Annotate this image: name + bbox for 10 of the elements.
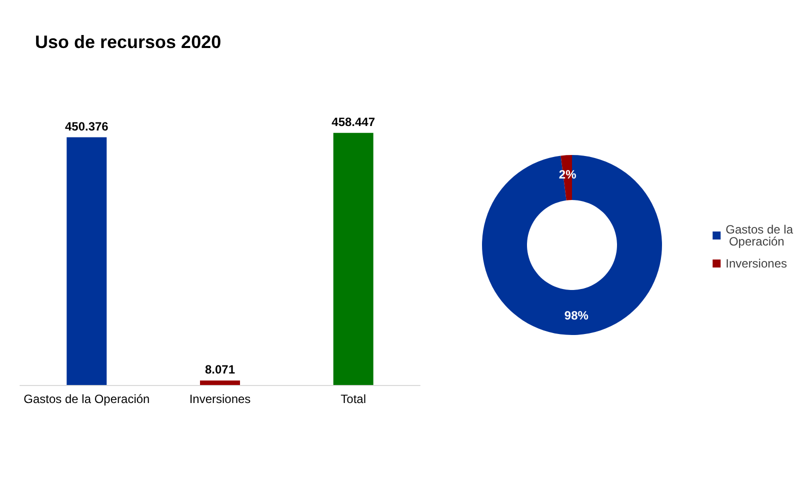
legend-label: Inversiones xyxy=(726,256,788,270)
x-tick-label: Inversiones xyxy=(189,392,251,406)
chart-title: Uso de recursos 2020 xyxy=(35,32,222,52)
x-tick-label: Total xyxy=(340,392,366,406)
data-label: 8.071 xyxy=(204,362,236,377)
data-label: 458.447 xyxy=(332,114,376,129)
legend-label: Gastos de la Operación xyxy=(726,222,794,248)
x-tick-label: Gastos de la Operación xyxy=(24,392,150,406)
data-label: 450.376 xyxy=(64,119,109,134)
data-label: 98% xyxy=(564,308,589,322)
